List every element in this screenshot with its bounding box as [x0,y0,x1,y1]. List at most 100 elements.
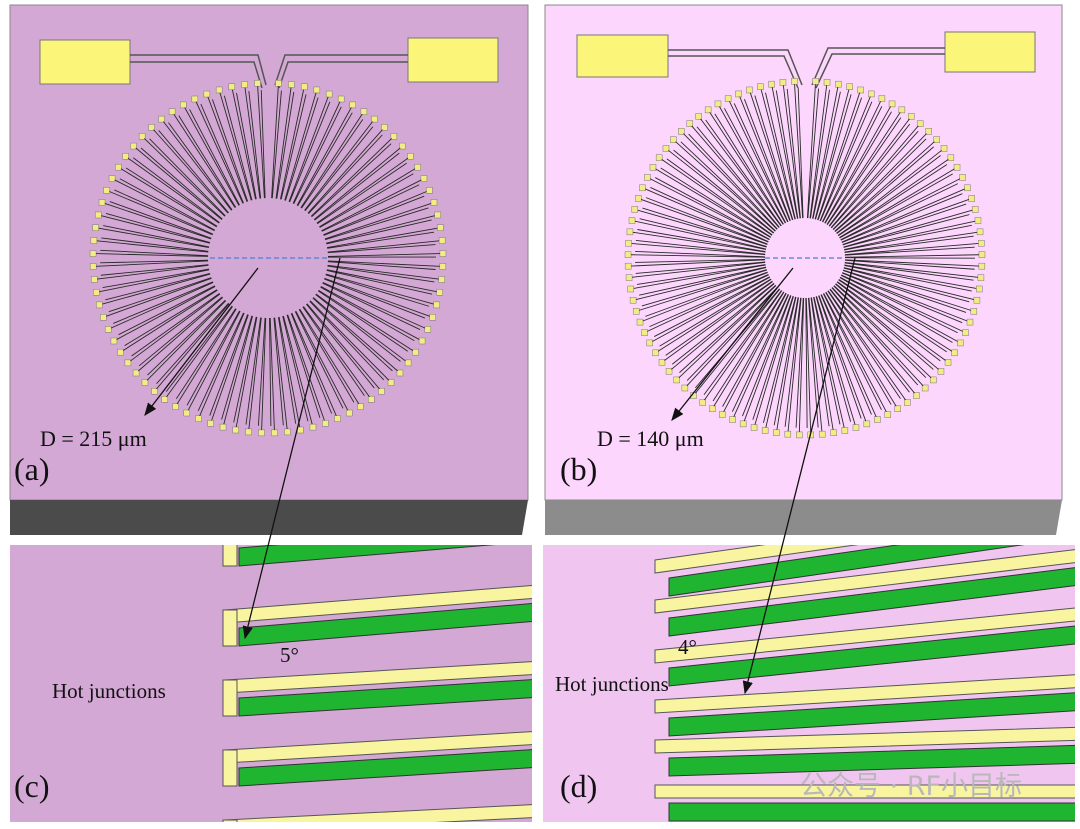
metal-strip-green [238,749,532,787]
panel-label: (d) [560,768,597,804]
metal-strip-yellow [654,545,859,574]
junction-pad [868,90,875,98]
junction-pad [729,416,736,423]
junction-pad [953,164,961,171]
junction-pad [704,106,712,114]
junction-pad [635,195,642,202]
junction-pad [381,124,388,131]
junction-pad [908,113,915,120]
junction-pad [424,326,432,333]
junction-pad [271,429,278,437]
junction-pad [337,95,345,103]
junction-pad [937,368,945,375]
junction-pad [978,262,986,270]
junction-pad [429,314,436,321]
junction-pad [219,423,227,431]
junction-pad [95,211,102,219]
junction-pad [761,427,769,434]
junction-pad [232,426,239,434]
substrate-side [545,500,1062,535]
junction-pad [207,420,214,427]
metal-strip-yellow [654,784,1075,799]
metal-strip-green [668,567,1075,637]
junction-pad [151,387,158,395]
junction-pad [846,83,853,90]
arrow [144,267,259,417]
junction-pad [796,431,803,439]
junction-pad [172,403,179,410]
junction-pad [100,314,107,321]
junction-pad [300,83,308,91]
caption: Hot junctions [555,672,669,696]
junction-pad [368,396,375,403]
junction-pad [627,285,634,293]
junction-pad [258,429,265,437]
junction-pad [360,108,368,115]
junction-pad [132,369,140,377]
watermark: 公众号 · RF小目标 [800,771,1022,802]
junction-pad [624,262,632,270]
junction-pad [203,90,211,98]
junction-pad [665,368,673,375]
junction-pad [978,251,986,258]
junction-pad [437,224,444,231]
junction-pad [284,428,291,436]
junction-pad [438,276,445,283]
metal-strip-green [238,545,496,567]
junction-pad [158,115,165,123]
panel-label: (a) [14,451,50,487]
junction-pad [913,392,920,399]
junction-bar [222,609,238,647]
junction-pad [404,359,412,367]
junction-pad [96,301,103,309]
junction-pad [652,349,659,357]
junction-pad [714,100,722,108]
lead [130,54,408,89]
junction-pad [412,348,419,356]
junction-pad [122,153,129,160]
caption: Hot junctions [52,679,166,703]
junction-pad [108,175,116,182]
junction-pad [841,427,849,434]
junction-pad [138,133,146,140]
junction-pad [433,301,440,309]
metal-strip-green [668,802,1075,822]
junction-pad [325,90,333,98]
thermocouple-lines [96,86,440,430]
junction-pad [644,174,651,181]
junction-pad [673,376,680,384]
junction-pad [241,81,248,88]
junction-pad [313,86,321,94]
junction-pad [735,90,742,98]
junction-pad [387,379,395,386]
junction-bar [222,545,238,567]
junction-pad [662,145,670,152]
junction-pad [626,228,634,236]
junction-pad [625,274,633,281]
junction-pad [974,217,982,224]
junction-pad [925,128,932,135]
junction-pad [894,405,901,413]
junction-pad [971,206,979,213]
junction-pad [646,339,653,347]
junction-pad [115,163,122,171]
junction-pad [141,379,149,386]
thermocouple-lines [631,84,979,432]
junction-pad [957,339,964,347]
metal-strip-green [239,822,540,829]
junction-pad [228,83,236,91]
junction-pad [92,224,99,231]
junction-pad [625,239,632,247]
metal-strip-green [668,625,1075,687]
metal-strip-green [668,744,1075,777]
junction-pad [91,276,98,283]
substrate-side [10,500,528,535]
junction-pad [768,80,775,88]
junction-pad [857,86,864,94]
junction-pad [89,250,97,257]
junction-bar [222,679,238,717]
pad [407,37,499,83]
metal-strip-yellow [654,607,1075,664]
junction-pad [275,80,282,87]
